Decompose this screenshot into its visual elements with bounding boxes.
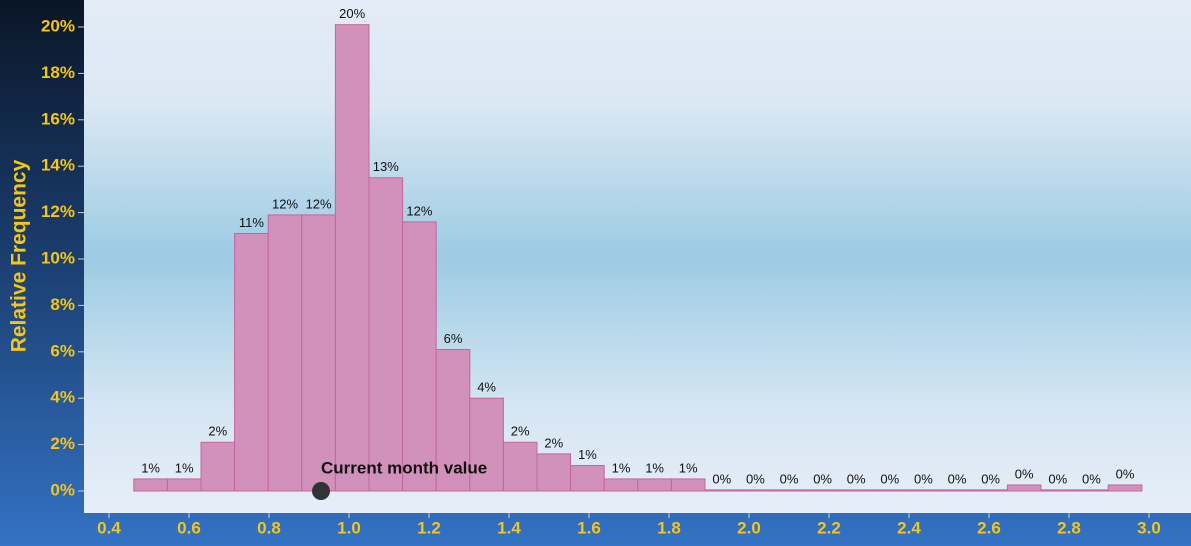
bar [301, 214, 336, 492]
bar [133, 478, 168, 492]
y-tick-label: 18% [41, 63, 75, 82]
bar [603, 478, 639, 492]
bar-label: 13% [373, 159, 399, 174]
x-tick-label: 1.0 [337, 518, 361, 537]
y-tick-label: 16% [41, 109, 75, 128]
bar [805, 489, 840, 492]
bar [267, 214, 303, 492]
x-tick-label: 2.2 [817, 518, 841, 537]
bar-label: 0% [981, 471, 1000, 486]
bar-label: 1% [141, 460, 160, 475]
x-tick-label: 0.8 [257, 518, 281, 537]
bar [1006, 484, 1042, 492]
bar [973, 489, 1008, 492]
bar-label: 12% [272, 196, 298, 211]
bar-label: 20% [339, 6, 365, 21]
x-tick-label: 1.8 [657, 518, 681, 537]
bar-label: 1% [612, 460, 631, 475]
bar-label: 0% [813, 471, 832, 486]
bar [402, 221, 437, 492]
bar [637, 478, 672, 492]
y-tick-label: 12% [41, 202, 75, 221]
bar [1107, 484, 1143, 492]
bar-label: 0% [1015, 466, 1034, 481]
bar-label: 0% [780, 471, 799, 486]
y-axis-label: Relative Frequency [8, 159, 31, 352]
bar [435, 348, 471, 492]
bar-label: 12% [306, 196, 332, 211]
bar [906, 489, 941, 492]
bar [872, 489, 908, 492]
x-tick-label: 3.0 [1137, 518, 1161, 537]
x-tick-label: 0.6 [177, 518, 201, 537]
bar-label: 1% [578, 447, 597, 462]
bar-label: 0% [1048, 471, 1067, 486]
bar [536, 453, 572, 492]
bar [1040, 489, 1076, 492]
bar-label: 0% [1116, 466, 1135, 481]
y-tick-label: 4% [50, 388, 75, 407]
bar [939, 489, 975, 492]
current-marker [312, 482, 330, 500]
bar [334, 24, 370, 492]
x-tick-label: 1.4 [497, 518, 521, 537]
bar-label: 0% [746, 471, 765, 486]
bar [502, 441, 538, 492]
x-tick-label: 2.8 [1057, 518, 1081, 537]
bar-label: 1% [679, 460, 698, 475]
bar-label: 11% [239, 215, 264, 230]
bar-label: 6% [444, 331, 463, 346]
bar-label: 2% [208, 424, 227, 439]
bar-label: 2% [511, 424, 530, 439]
y-tick-label: 2% [50, 434, 75, 453]
bar-label: 0% [880, 471, 899, 486]
bar-label: 4% [477, 380, 496, 395]
bar-label: 12% [406, 203, 432, 218]
bar-label: 0% [712, 471, 731, 486]
bar-label: 1% [175, 460, 194, 475]
marker-label: Current month value [321, 458, 487, 477]
bar [704, 489, 740, 492]
bar [670, 478, 706, 492]
y-tick-label: 8% [50, 295, 75, 314]
x-tick-label: 0.4 [97, 518, 121, 537]
bar [738, 489, 773, 492]
bar-label: 0% [1082, 471, 1101, 486]
y-tick-label: 14% [41, 156, 75, 175]
x-tick-label: 2.4 [897, 518, 921, 537]
y-tick-label: 20% [41, 16, 75, 35]
bar [234, 232, 269, 492]
x-tick-label: 1.6 [577, 518, 601, 537]
x-tick-label: 2.6 [977, 518, 1001, 537]
bar [771, 489, 807, 492]
bar [166, 478, 202, 492]
bar-label: 2% [544, 435, 563, 450]
y-tick-label: 10% [41, 248, 75, 267]
x-tick-label: 1.2 [417, 518, 441, 537]
bar-label: 0% [948, 471, 967, 486]
bar [570, 464, 605, 492]
bar [200, 441, 236, 492]
bar-label: 0% [914, 471, 933, 486]
y-tick-label: 0% [50, 480, 75, 499]
bar [1074, 489, 1109, 492]
bar [368, 177, 404, 492]
bar-label: 0% [847, 471, 866, 486]
bar [838, 489, 874, 492]
y-tick-label: 6% [50, 341, 75, 360]
bar-label: 1% [645, 460, 664, 475]
x-tick-label: 2.0 [737, 518, 761, 537]
